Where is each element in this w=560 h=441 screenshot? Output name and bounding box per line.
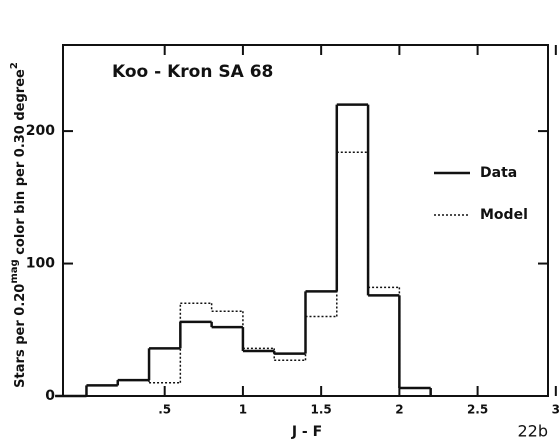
y-label-sup: 2 [9,62,20,69]
x-axis-label: J - F [291,424,322,440]
annotation: Koo - Kron SA 68 [112,62,273,82]
y-tick-label: 100 [26,256,55,272]
x-tick-label: 1.5 [311,403,332,417]
x-tick-label: 3 [552,403,560,417]
y-label-sup: mag [9,259,20,283]
legend-label: Data [480,165,517,181]
corner-label: 22b [517,422,548,441]
y-tick-label: 0 [45,388,55,404]
legend-label: Model [480,207,528,223]
x-tick-label: 1 [239,403,247,417]
plot-frame [62,44,549,397]
x-tick-label: .5 [158,403,171,417]
x-tick-label: 2.5 [467,403,488,417]
y-label-part: Stars per 0.20 [13,284,28,388]
y-axis-label: Stars per 0.20mag color bin per 0.30 deg… [9,62,28,388]
y-label-part: color bin per 0.30 degree [13,69,28,259]
x-tick-label: 2 [395,403,403,417]
y-tick-label: 200 [26,123,55,139]
